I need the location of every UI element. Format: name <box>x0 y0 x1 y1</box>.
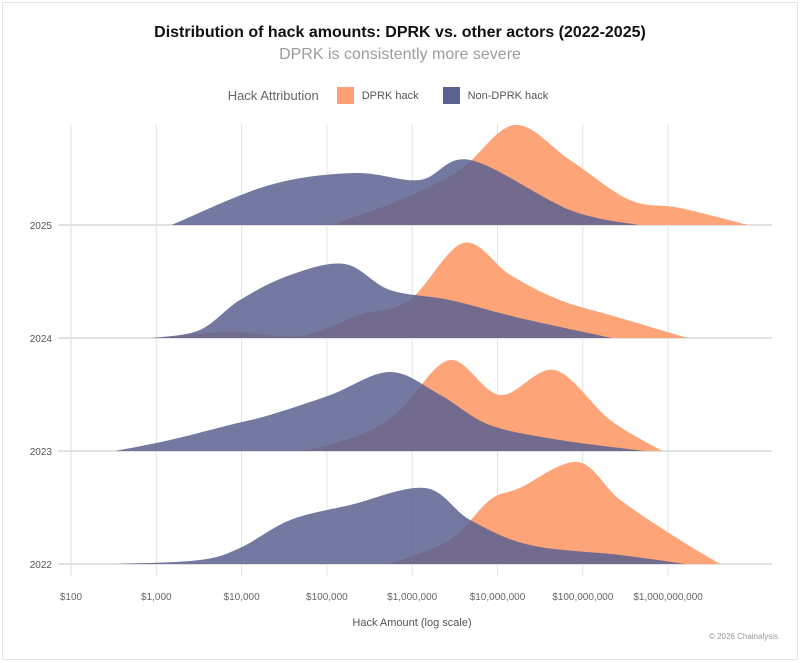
legend-label-dprk: DPRK hack <box>361 89 419 102</box>
x-tick-label: $100 <box>60 592 83 603</box>
x-axis-label: Hack Amount (log scale) <box>352 617 471 629</box>
y-tick-label: 2022 <box>30 560 53 571</box>
chart-subtitle: DPRK is consistently more severe <box>279 46 521 63</box>
y-tick-label: 2023 <box>30 447 53 458</box>
legend-swatch-dprk <box>336 87 354 104</box>
legend-item-dprk[interactable]: DPRK hack <box>336 87 419 104</box>
legend: Hack Attribution DPRK hack Non-DPRK hack <box>0 87 800 104</box>
ridge-non-dprk-2023 <box>115 372 646 451</box>
x-tick-label: $100,000,000 <box>552 592 614 603</box>
y-tick-label: 2025 <box>30 221 53 232</box>
legend-title: Hack Attribution <box>227 88 319 103</box>
x-tick-label: $1,000,000,000 <box>633 592 703 603</box>
x-tick-label: $10,000 <box>224 592 261 603</box>
copyright: © 2026 Chainalysis <box>708 632 778 641</box>
chart-title: Distribution of hack amounts: DPRK vs. o… <box>154 24 646 41</box>
legend-label-non-dprk: Non-DPRK hack <box>467 89 549 102</box>
y-tick-label: 2024 <box>30 334 53 345</box>
x-tick-label: $1,000,000 <box>387 592 437 603</box>
ridge-non-dprk-2022 <box>117 487 686 564</box>
x-tick-label: $100,000 <box>306 592 348 603</box>
legend-swatch-non-dprk <box>442 87 460 104</box>
legend-item-non-dprk[interactable]: Non-DPRK hack <box>442 87 549 104</box>
x-tick-label: $1,000 <box>141 592 172 603</box>
x-tick-label: $10,000,000 <box>470 592 526 603</box>
ridge-non-dprk-2024 <box>152 263 612 338</box>
ridge-dprk-2024 <box>159 242 688 338</box>
ridge-non-dprk-2025 <box>171 159 639 225</box>
